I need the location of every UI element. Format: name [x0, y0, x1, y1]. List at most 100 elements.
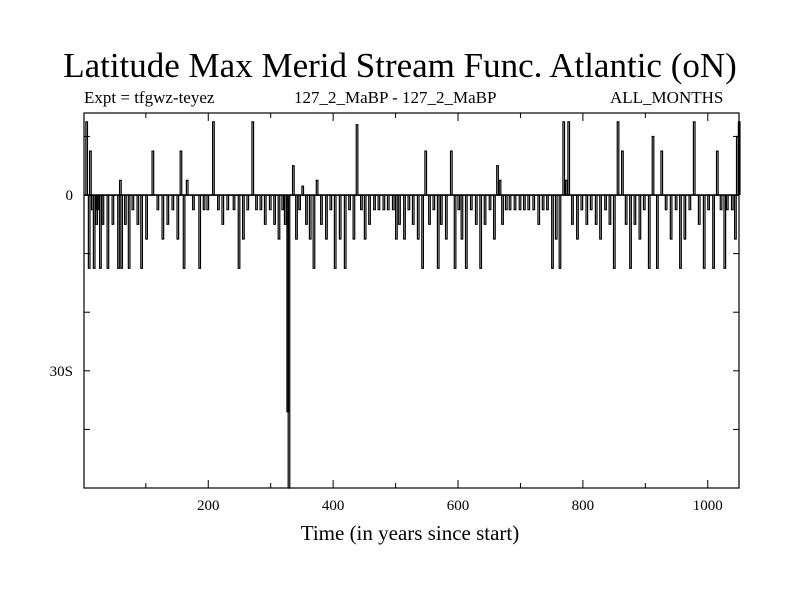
series-spike — [469, 195, 473, 211]
series-spike — [140, 195, 144, 269]
series-spike — [85, 121, 89, 196]
series-spike — [453, 195, 457, 269]
series-spike — [268, 195, 272, 211]
series-spike — [101, 195, 105, 225]
series-spike — [421, 195, 425, 269]
series-spike — [638, 195, 642, 240]
series-spike — [576, 195, 579, 240]
series-spike — [237, 195, 241, 269]
series-spike — [198, 195, 202, 269]
series-spike — [488, 195, 492, 211]
series-spike — [99, 195, 102, 269]
series-spike — [513, 195, 517, 211]
series-spike — [192, 195, 195, 211]
series-spike — [621, 150, 624, 196]
series-spike — [669, 195, 673, 240]
series-spike — [217, 195, 220, 211]
series-spike — [161, 195, 165, 240]
series-spike — [608, 195, 612, 225]
series-spike — [697, 195, 701, 225]
series-spike — [120, 195, 124, 269]
x-axis-label: Time (in years since start) — [300, 521, 520, 545]
series-spike — [368, 195, 371, 225]
series-spike — [655, 195, 659, 269]
series-spike — [723, 195, 727, 269]
series-spike — [212, 121, 215, 196]
series-spike — [464, 195, 468, 269]
series-spike — [616, 121, 620, 196]
series-spike — [151, 150, 155, 196]
series-spike — [226, 195, 230, 211]
series-spike — [185, 179, 189, 196]
y-tick-label: 0 — [66, 188, 74, 204]
series-spike — [439, 195, 443, 225]
series-spike — [127, 195, 131, 269]
series-spike — [589, 195, 593, 211]
series-spike — [551, 195, 554, 269]
series-spike — [624, 195, 628, 225]
series-spike — [554, 195, 558, 240]
series-spike — [377, 195, 381, 211]
experiment-label: Expt = tfgwz-teyez — [84, 88, 215, 107]
series-spike — [498, 179, 502, 196]
series-spike — [111, 195, 115, 225]
series-spike — [131, 195, 135, 211]
series-spike — [580, 195, 584, 211]
series-spike — [348, 195, 351, 211]
series-spike — [518, 195, 522, 211]
series-spike — [546, 195, 549, 211]
series-spike — [255, 195, 258, 211]
series-spike — [87, 195, 91, 269]
series-spike — [449, 150, 453, 196]
x-tick-label: 1000 — [693, 498, 723, 514]
series-spike — [688, 195, 692, 211]
series-spike — [444, 195, 448, 240]
series-spike — [251, 121, 255, 196]
series-spike — [436, 195, 440, 269]
series-spike — [496, 165, 499, 196]
series-spike — [329, 195, 333, 211]
series-spike — [202, 195, 206, 211]
series-spike — [674, 195, 678, 211]
series-spike — [604, 195, 607, 211]
series-spike — [118, 179, 122, 196]
series-spike — [298, 195, 301, 211]
series-spike — [424, 150, 428, 196]
series-spike — [679, 195, 682, 269]
series-spike — [136, 195, 140, 225]
series-spike — [564, 179, 568, 196]
series-spike — [206, 195, 210, 211]
series-spike — [457, 195, 461, 211]
x-tick-label: 600 — [447, 498, 470, 514]
series-spike — [291, 165, 295, 196]
series-spike — [171, 195, 175, 211]
series-spike — [394, 195, 398, 240]
series-spike — [338, 195, 342, 240]
series-spike — [647, 195, 651, 269]
series-spike — [532, 195, 536, 211]
series-spike — [707, 195, 710, 211]
series-spike — [263, 195, 267, 225]
series-spike — [508, 195, 512, 211]
series-spike — [562, 121, 566, 196]
series-spike — [277, 195, 281, 240]
series-spike — [246, 195, 250, 211]
series-spike — [428, 195, 431, 225]
series-spike — [537, 195, 541, 225]
series-spike — [386, 195, 390, 211]
plot-frame — [83, 112, 740, 489]
series-spike — [567, 121, 571, 196]
series-spike — [629, 195, 632, 269]
series-spike — [594, 195, 598, 225]
series-spike — [305, 195, 308, 225]
series-spike — [259, 195, 263, 211]
series-spike — [315, 179, 319, 196]
series-spike — [483, 195, 487, 225]
series-spike — [416, 195, 420, 240]
series-spike — [287, 195, 291, 489]
series-spike — [398, 195, 401, 225]
series-spike — [373, 195, 376, 211]
series-spike — [117, 195, 120, 269]
series-spike — [106, 195, 110, 269]
months-label: ALL_MONTHS — [610, 88, 724, 107]
